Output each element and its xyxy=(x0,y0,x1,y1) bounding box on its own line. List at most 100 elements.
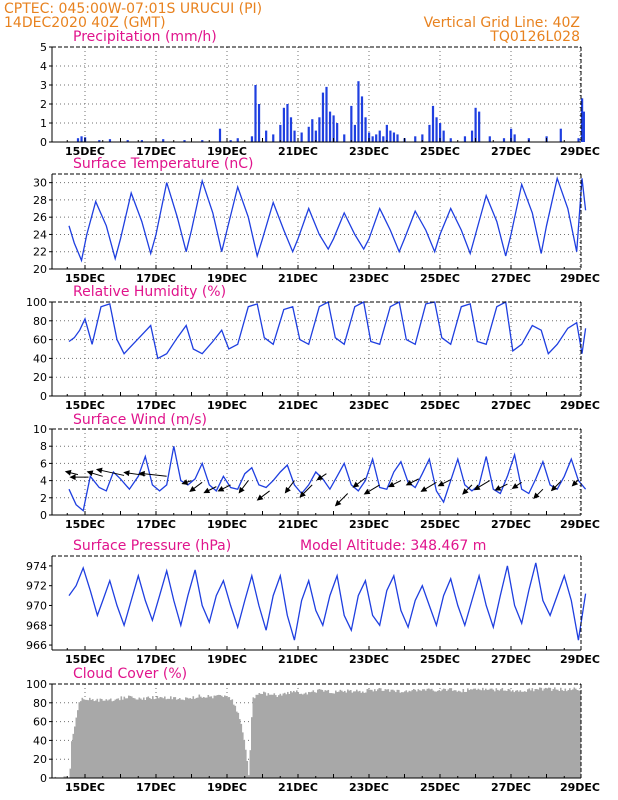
cloud-column xyxy=(426,688,429,778)
wind-vector-head xyxy=(437,480,445,487)
cloud-column xyxy=(543,688,546,778)
header-grid-line: Vertical Grid Line: 40Z xyxy=(424,15,580,31)
temperature-ytick-label: 20 xyxy=(33,263,47,276)
cloud-column xyxy=(353,691,355,778)
cloud-column xyxy=(296,690,298,778)
cloud-column xyxy=(516,690,519,778)
cloud-column xyxy=(227,697,229,778)
temperature-xtick-label: 19DEC xyxy=(207,272,247,285)
cloud-column xyxy=(180,699,183,778)
cloud-column xyxy=(453,690,456,778)
pressure-ytick-label: 968 xyxy=(26,619,47,632)
precipitation-bar xyxy=(250,136,254,142)
cloud-column xyxy=(215,695,217,778)
precipitation-bar xyxy=(265,130,268,142)
precipitation-bar xyxy=(218,128,222,142)
precipitation-ytick-label: 0 xyxy=(40,136,47,149)
cloud-column xyxy=(447,689,450,778)
precipitation-bar xyxy=(236,138,239,142)
cloud-column xyxy=(212,698,214,778)
cloud-column xyxy=(494,691,496,778)
temperature-xtick-label: 15DEC xyxy=(65,272,105,285)
cloud-column xyxy=(162,698,165,778)
cloud-column xyxy=(231,699,234,778)
cloud-column xyxy=(236,711,238,778)
cloud-column xyxy=(122,699,124,778)
cloud-column xyxy=(512,690,514,778)
cloud-column xyxy=(324,690,327,778)
precipitation-bar xyxy=(439,123,442,142)
precipitation-xtick-label: 19DEC xyxy=(207,145,247,158)
wind-xtick-label: 29DEC xyxy=(560,518,600,531)
humidity-panel: Relative Humidity (%) 0 20 40 60 80 100 15DEC 1… xyxy=(26,284,600,412)
precipitation-bar xyxy=(470,130,474,142)
cloud-column xyxy=(410,691,412,778)
cloud-column xyxy=(485,688,487,778)
wind-vector-head xyxy=(299,491,306,498)
cloud-xtick-label: 19DEC xyxy=(207,781,247,794)
cloud-column xyxy=(504,690,507,778)
precipitation-bar xyxy=(254,85,257,142)
cloud-column xyxy=(575,688,577,778)
cloud-column xyxy=(564,688,567,778)
cloud-column xyxy=(269,694,271,778)
cloud-column xyxy=(161,697,163,778)
cloud-column xyxy=(54,776,57,778)
precipitation-ytick-label: 4 xyxy=(40,60,47,73)
cloud-column xyxy=(434,691,436,778)
wind-vector-head xyxy=(473,484,481,491)
cloud-column xyxy=(341,690,343,778)
cloud-column xyxy=(470,689,472,778)
cloud-column xyxy=(339,689,342,778)
cloud-column xyxy=(354,691,357,778)
cloud-column xyxy=(71,741,73,778)
cloud-column xyxy=(206,697,208,778)
cloud-column xyxy=(383,690,385,778)
humidity-ytick-label: 20 xyxy=(33,371,47,384)
humidity-ytick-label: 0 xyxy=(40,390,47,403)
cloud-column xyxy=(528,688,531,778)
humidity-xtick-label: 17DEC xyxy=(136,399,176,412)
cloud-column xyxy=(281,695,283,778)
pressure-xtick-label: 25DEC xyxy=(420,653,460,666)
wind-ytick-label: 8 xyxy=(40,440,47,453)
precipitation-bar xyxy=(431,105,435,142)
cloud-column xyxy=(342,691,345,778)
cloud-column xyxy=(471,689,474,778)
pressure-xtick-label: 15DEC xyxy=(65,653,105,666)
cloud-column xyxy=(275,695,277,778)
cloud-column xyxy=(420,690,423,778)
cloud-column xyxy=(312,690,315,778)
cloud-column xyxy=(308,691,310,778)
temperature-title: Surface Temperature (nC) xyxy=(73,156,254,172)
cloud-column xyxy=(321,689,324,778)
cloud-column xyxy=(110,698,112,778)
cloud-column xyxy=(147,696,150,778)
humidity-ytick-label: 40 xyxy=(33,352,47,365)
cloud-column xyxy=(392,689,394,778)
cloud-column xyxy=(573,687,576,778)
cloud-column xyxy=(74,726,76,778)
precipitation-title: Precipitation (mm/h) xyxy=(73,29,217,45)
cloud-column xyxy=(386,689,388,778)
cloud-column xyxy=(177,698,180,778)
cloud-column xyxy=(254,698,256,778)
cloud-column xyxy=(266,695,268,778)
cloud-column xyxy=(245,749,247,778)
cloud-column xyxy=(432,690,435,778)
cloud-column xyxy=(284,692,286,778)
cloud-column xyxy=(537,689,540,778)
cloud-column xyxy=(107,700,109,778)
cloud-column xyxy=(230,700,232,778)
cloud-column xyxy=(413,688,415,778)
cloud-column xyxy=(365,692,367,778)
precipitation-bar xyxy=(332,115,335,142)
cloud-column xyxy=(441,689,444,778)
cloud-column xyxy=(531,688,534,778)
cloud-xtick-label: 27DEC xyxy=(491,781,531,794)
cloud-column xyxy=(179,698,181,778)
cloud-column xyxy=(143,697,145,778)
cloud-column xyxy=(492,689,495,778)
humidity-xtick-label: 27DEC xyxy=(491,399,531,412)
wind-grid xyxy=(52,429,581,515)
